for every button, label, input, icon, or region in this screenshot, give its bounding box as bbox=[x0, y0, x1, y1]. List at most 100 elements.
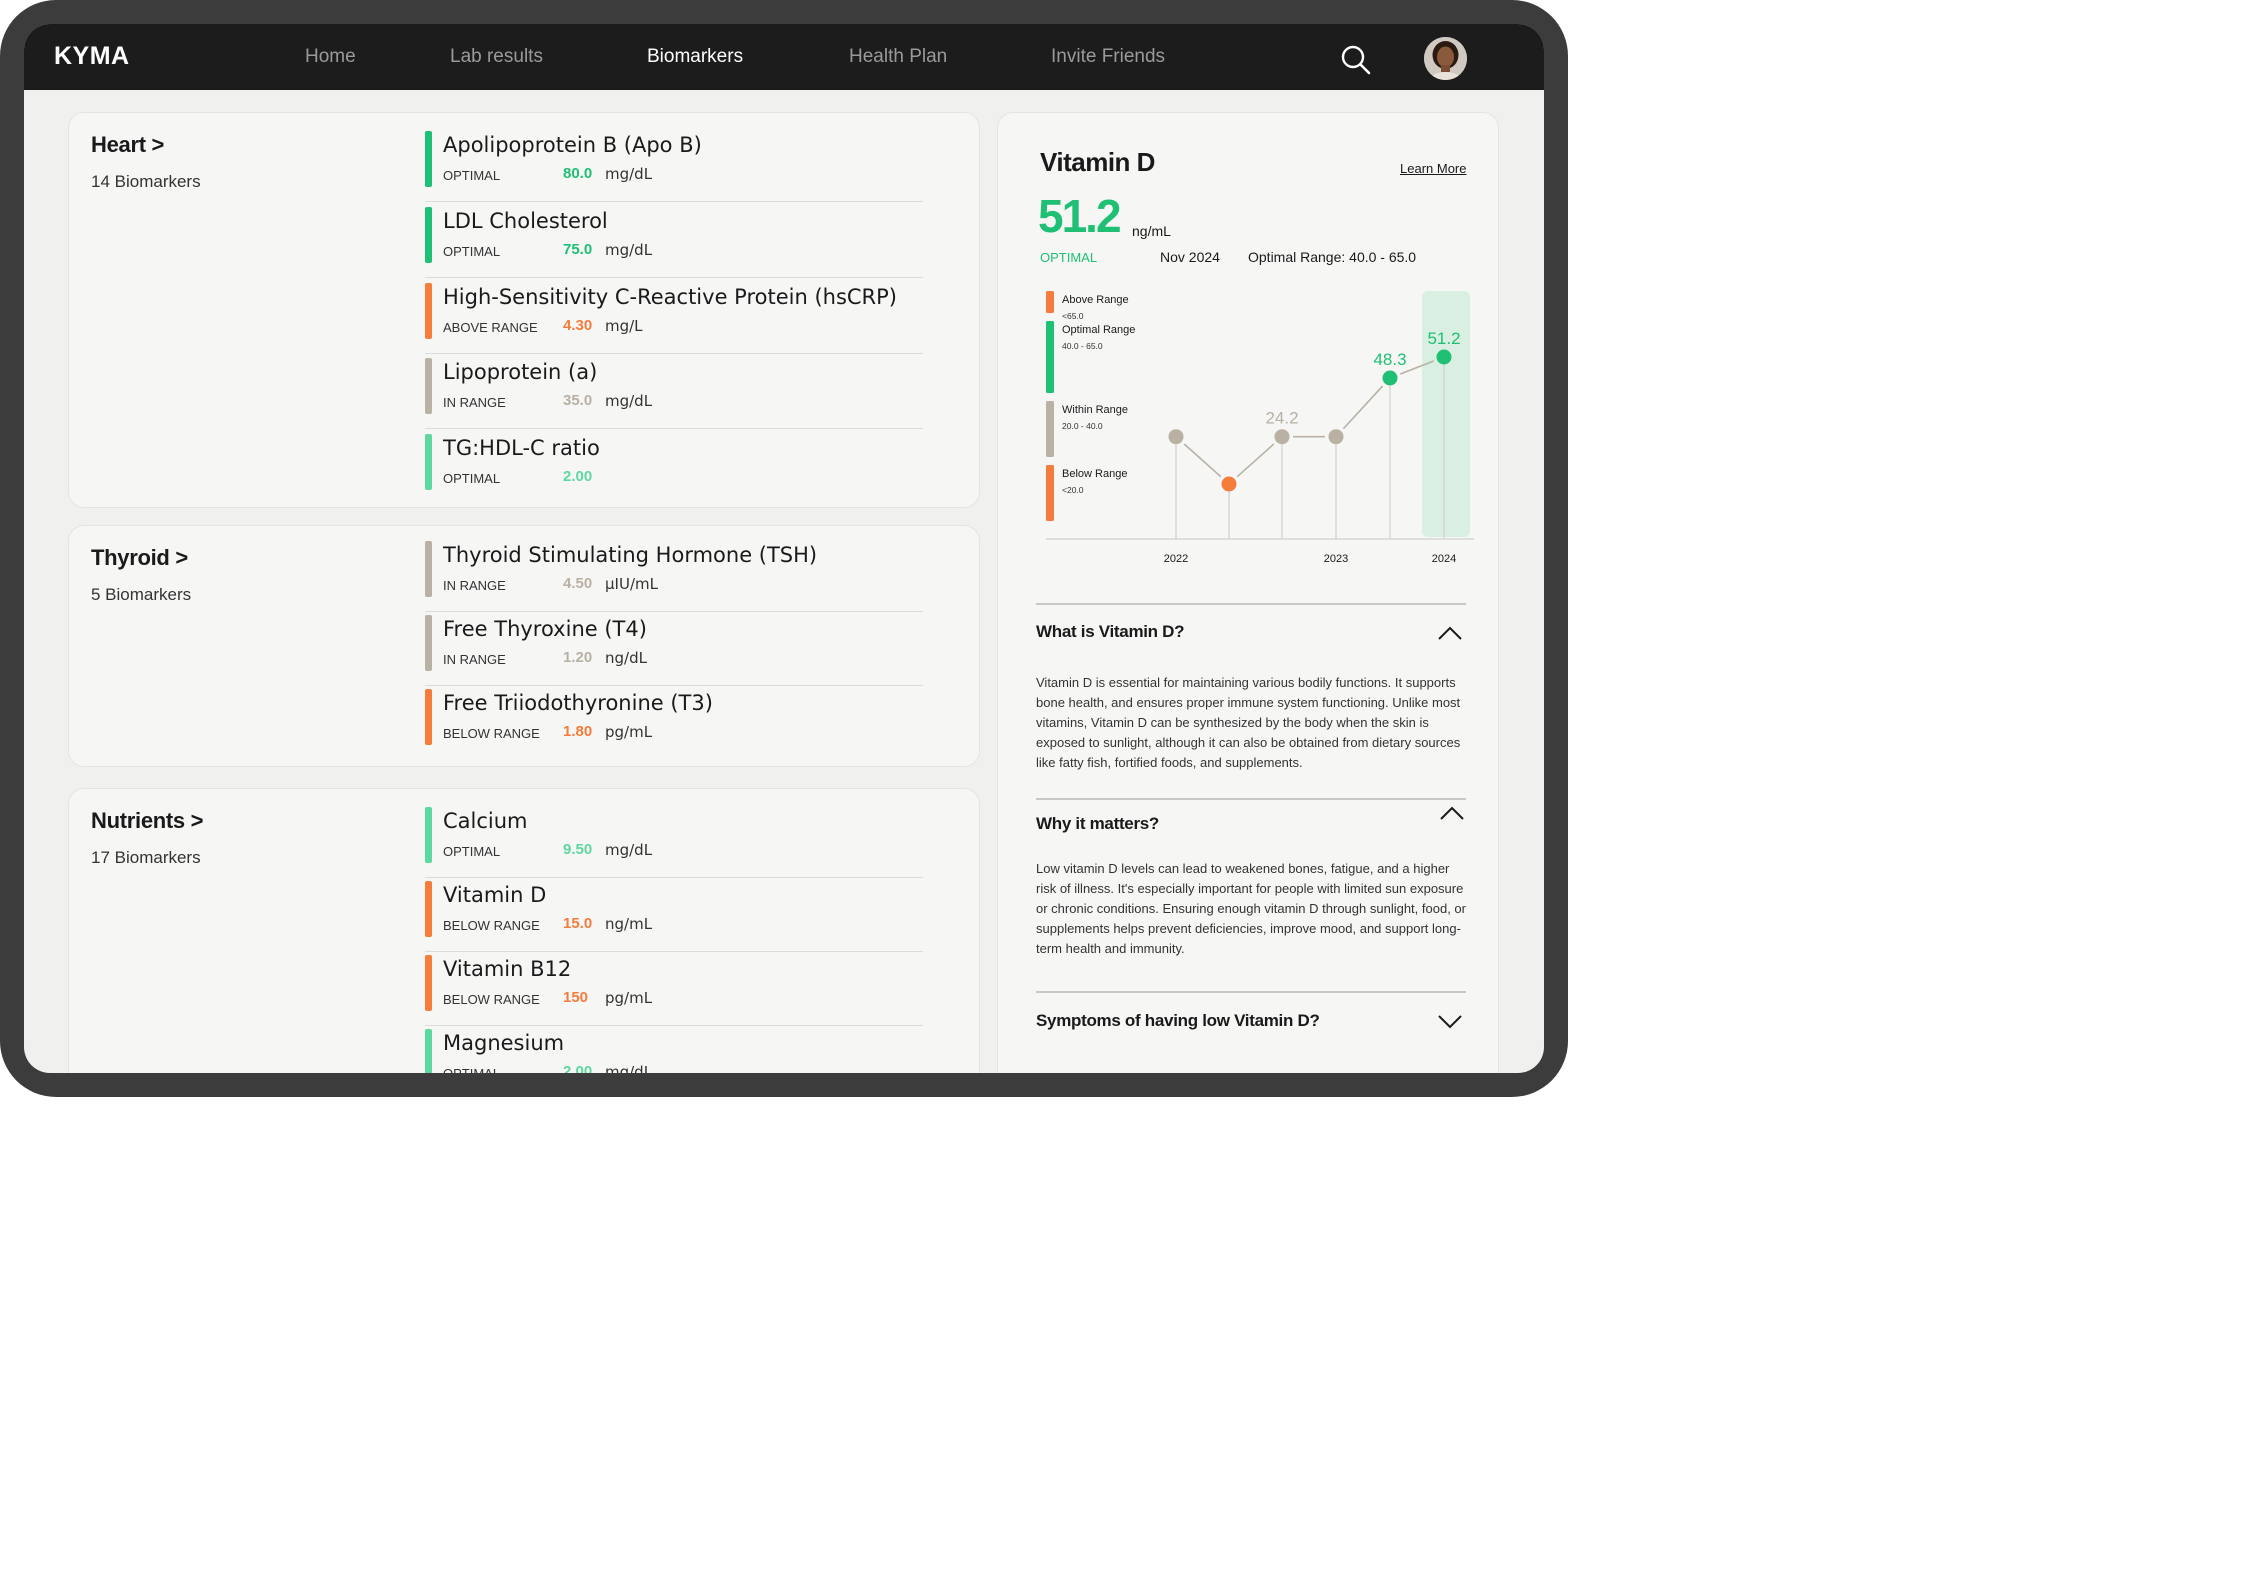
status-indicator-bar bbox=[425, 807, 432, 863]
biomarker-row[interactable]: Magnesium OPTIMAL 2.00 mg/dL bbox=[425, 1027, 923, 1073]
biomarker-name: Lipoprotein (a) bbox=[443, 360, 598, 384]
status-indicator-bar bbox=[425, 207, 432, 263]
biomarker-row[interactable]: Vitamin B12 BELOW RANGE 150 pg/mL bbox=[425, 953, 923, 1029]
biomarker-status: BELOW RANGE bbox=[443, 726, 540, 741]
top-nav-bar: KYMA Home Lab results Biomarkers Health … bbox=[24, 24, 1544, 90]
series-segment bbox=[1236, 443, 1275, 478]
biomarker-value: 1.80 bbox=[563, 723, 593, 740]
biomarker-unit: pg/mL bbox=[605, 989, 653, 1007]
detail-status: OPTIMAL bbox=[1040, 250, 1098, 265]
nav-invite-friends[interactable]: Invite Friends bbox=[1051, 46, 1166, 67]
biomarker-unit: mg/dL bbox=[605, 392, 653, 410]
biomarker-unit: pg/mL bbox=[605, 723, 653, 741]
biomarker-status: BELOW RANGE bbox=[443, 992, 540, 1007]
status-indicator-bar bbox=[425, 1029, 432, 1073]
biomarker-status: OPTIMAL bbox=[443, 471, 501, 486]
biomarker-name: High-Sensitivity C-Reactive Protein (hsC… bbox=[443, 285, 898, 309]
detail-unit: ng/mL bbox=[1132, 223, 1171, 239]
biomarker-unit: ng/mL bbox=[605, 915, 653, 933]
user-avatar[interactable] bbox=[1424, 37, 1467, 80]
data-point bbox=[1382, 370, 1398, 386]
category-count: 17 Biomarkers bbox=[91, 848, 201, 867]
status-indicator-bar bbox=[425, 358, 432, 414]
biomarker-row[interactable]: Free Thyroxine (T4) IN RANGE 1.20 ng/dL bbox=[425, 613, 923, 689]
biomarker-value: 4.50 bbox=[563, 575, 593, 592]
data-label: 48.3 bbox=[1373, 350, 1406, 369]
biomarker-name: TG:HDL-C ratio bbox=[443, 436, 600, 460]
series-segment bbox=[1399, 360, 1435, 375]
biomarker-name: Apolipoprotein B (Apo B) bbox=[443, 133, 702, 157]
row-divider bbox=[425, 277, 923, 278]
biomarker-unit: mg/dL bbox=[605, 241, 653, 259]
data-point bbox=[1436, 349, 1452, 365]
vitamin-d-history-chart: Above Range <65.0 Optimal Range 40.0 - 65.0… bbox=[1046, 291, 1474, 565]
biomarker-name: Free Thyroxine (T4) bbox=[443, 617, 647, 641]
row-divider bbox=[425, 1025, 923, 1026]
range-label: Above Range bbox=[1062, 294, 1129, 306]
biomarker-value: 4.30 bbox=[563, 317, 593, 334]
nav-health-plan[interactable]: Health Plan bbox=[849, 46, 948, 67]
biomarker-value: 2.00 bbox=[563, 468, 593, 485]
row-divider bbox=[425, 877, 923, 878]
chevron-up-icon[interactable] bbox=[1438, 804, 1466, 822]
biomarker-row[interactable]: Apolipoprotein B (Apo B) OPTIMAL 80.0 mg/dL bbox=[425, 129, 923, 205]
biomarker-value: 150 bbox=[563, 989, 589, 1006]
range-value: 40.0 - 65.0 bbox=[1062, 341, 1103, 351]
biomarker-row[interactable]: Free Triiodothyronine (T3) BELOW RANGE 1.8… bbox=[425, 687, 923, 763]
biomarker-row[interactable]: TG:HDL-C ratio OPTIMAL 2.00 bbox=[425, 432, 923, 508]
search-icon[interactable] bbox=[1340, 44, 1372, 76]
faq-question-what-is[interactable]: What is Vitamin D? bbox=[1036, 622, 1185, 641]
x-tick-label: 2022 bbox=[1164, 553, 1188, 565]
category-count: 5 Biomarkers bbox=[91, 585, 192, 604]
category-title[interactable]: Nutrients > bbox=[91, 808, 204, 833]
data-point bbox=[1328, 429, 1344, 445]
biomarker-unit: mg/dL bbox=[605, 165, 653, 183]
status-indicator-bar bbox=[425, 955, 432, 1011]
range-value: <65.0 bbox=[1062, 311, 1084, 321]
faq-divider bbox=[1036, 991, 1466, 993]
biomarker-row[interactable]: Calcium OPTIMAL 9.50 mg/dL bbox=[425, 805, 923, 881]
row-divider bbox=[425, 428, 923, 429]
detail-date: Nov 2024 bbox=[1160, 249, 1220, 265]
nav-home[interactable]: Home bbox=[305, 46, 356, 67]
category-card-thyroid: Thyroid > 5 Biomarkers Thyroid Stimulati… bbox=[68, 525, 980, 767]
biomarker-detail-panel: Vitamin D Learn More 51.2 ng/mL OPTIMAL … bbox=[997, 112, 1499, 1073]
biomarker-unit: mg/dL bbox=[605, 1063, 653, 1073]
faq-question-why-matters[interactable]: Why it matters? bbox=[1036, 814, 1160, 833]
biomarker-row[interactable]: LDL Cholesterol OPTIMAL 75.0 mg/dL bbox=[425, 205, 923, 281]
category-title[interactable]: Thyroid > bbox=[91, 545, 188, 570]
biomarker-name: Thyroid Stimulating Hormone (TSH) bbox=[443, 543, 818, 567]
detail-title: Vitamin D bbox=[1040, 147, 1155, 177]
biomarker-unit: µIU/mL bbox=[605, 575, 658, 593]
x-tick-label: 2023 bbox=[1324, 553, 1348, 565]
learn-more-link[interactable]: Learn More bbox=[1400, 161, 1467, 176]
category-count: 14 Biomarkers bbox=[91, 172, 201, 191]
faq-question-symptoms[interactable]: Symptoms of having low Vitamin D? bbox=[1036, 1011, 1320, 1030]
biomarker-row[interactable]: Thyroid Stimulating Hormone (TSH) IN RANG… bbox=[425, 539, 923, 615]
status-indicator-bar bbox=[425, 434, 432, 490]
biomarker-name: Magnesium bbox=[443, 1031, 565, 1055]
app-logo[interactable]: KYMA bbox=[54, 42, 130, 70]
category-card-heart: Heart > 14 Biomarkers Apolipoprotein B (… bbox=[68, 112, 980, 508]
status-indicator-bar bbox=[425, 541, 432, 597]
chevron-up-icon[interactable] bbox=[1436, 624, 1464, 642]
biomarker-row[interactable]: High-Sensitivity C-Reactive Protein (hsC… bbox=[425, 281, 923, 357]
category-title[interactable]: Heart > bbox=[91, 132, 165, 157]
biomarker-name: Vitamin B12 bbox=[443, 957, 572, 981]
biomarker-row[interactable]: Vitamin D BELOW RANGE 15.0 ng/mL bbox=[425, 879, 923, 955]
biomarker-row[interactable]: Lipoprotein (a) IN RANGE 35.0 mg/dL bbox=[425, 356, 923, 432]
biomarker-unit: ng/dL bbox=[605, 649, 647, 667]
biomarker-unit: mg/L bbox=[605, 317, 643, 335]
biomarker-value: 80.0 bbox=[563, 165, 593, 182]
range-legend: Above Range <65.0 Optimal Range 40.0 - 65.0… bbox=[1046, 291, 1135, 521]
chevron-down-icon[interactable] bbox=[1436, 1012, 1464, 1030]
biomarker-status: ABOVE RANGE bbox=[443, 320, 538, 335]
biomarker-value: 15.0 bbox=[563, 915, 593, 932]
nav-lab-results[interactable]: Lab results bbox=[450, 46, 543, 67]
faq-answer-why-matters: Low vitamin D levels can lead to weakene… bbox=[1036, 861, 1466, 956]
device-frame: KYMA Home Lab results Biomarkers Health … bbox=[0, 0, 1568, 1097]
nav-biomarkers[interactable]: Biomarkers bbox=[647, 46, 744, 67]
row-divider bbox=[425, 685, 923, 686]
row-divider bbox=[425, 951, 923, 952]
biomarker-status: OPTIMAL bbox=[443, 844, 501, 859]
